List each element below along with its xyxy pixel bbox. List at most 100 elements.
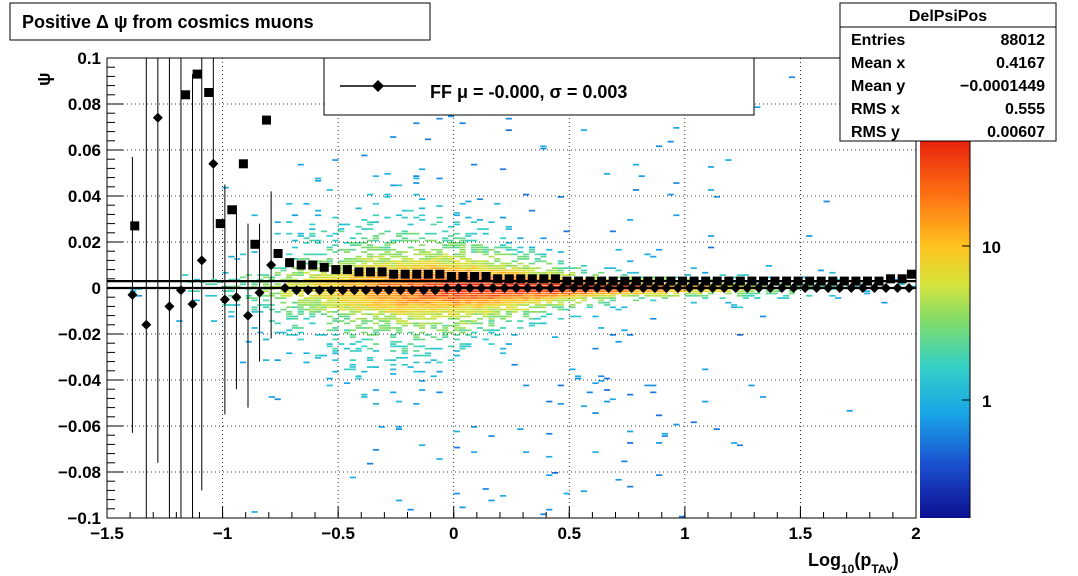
heatmap-cell: [465, 200, 472, 203]
heatmap-cell: [459, 506, 466, 509]
heatmap-cell: [499, 265, 507, 267]
heatmap-cell: [447, 359, 455, 362]
heatmap-cell: [401, 301, 408, 304]
heatmap-cell: [586, 285, 593, 288]
heatmap-cell: [453, 338, 460, 341]
heatmap-cell: [465, 299, 472, 302]
heatmap-cell: [430, 304, 437, 306]
heatmap-cell: [453, 315, 460, 318]
heatmap-cell: [453, 244, 460, 247]
heatmap-cell: [442, 294, 449, 297]
heatmap-cell: [482, 283, 489, 286]
heatmap-cell: [361, 283, 368, 286]
heatmap-cell: [488, 294, 495, 297]
heatmap-cell: [407, 267, 414, 270]
heatmap-cell: [303, 258, 310, 260]
heatmap-cell: [575, 377, 582, 380]
heatmap-cell: [367, 304, 374, 306]
heatmap-cell: [297, 308, 304, 311]
heatmap-cell: [355, 244, 362, 247]
heatmap-cell: [471, 301, 478, 304]
heatmap-cell: [343, 299, 351, 302]
heatmap-cell: [407, 311, 414, 313]
heatmap-cell: [482, 269, 489, 272]
heatmap-cell: [274, 331, 281, 334]
square-marker: [319, 262, 329, 272]
heatmap-cell: [390, 255, 397, 258]
heatmap-cell: [632, 163, 640, 166]
heatmap-cell: [378, 308, 385, 311]
heatmap-cell: [546, 400, 553, 403]
heatmap-cell: [465, 313, 472, 316]
heatmap-cell: [407, 265, 414, 267]
heatmap-cell: [494, 329, 501, 332]
diamond-marker: [196, 255, 207, 266]
heatmap-cell: [332, 329, 339, 332]
heatmap-cell: [453, 294, 460, 297]
heatmap-cell: [384, 262, 391, 265]
heatmap-cell: [551, 336, 559, 339]
heatmap-cell: [413, 345, 420, 348]
heatmap-cell: [459, 246, 466, 249]
heatmap-cell: [615, 292, 622, 295]
heatmap-cell: [436, 301, 443, 304]
heatmap-cell: [655, 474, 663, 477]
heatmap-cell: [384, 274, 391, 276]
heatmap-cell: [303, 202, 310, 205]
heatmap-cell: [413, 304, 420, 306]
heatmap-cell: [309, 269, 316, 272]
heatmap-cell: [511, 306, 518, 309]
heatmap-cell: [413, 265, 420, 267]
heatmap-cell: [395, 297, 403, 299]
heatmap-cell: [603, 267, 611, 270]
heatmap-cell: [361, 297, 368, 299]
heatmap-cell: [442, 269, 449, 272]
heatmap-cell: [442, 315, 449, 318]
heatmap-cell: [488, 297, 495, 299]
heatmap-cell: [355, 324, 362, 327]
heatmap-cell: [326, 246, 333, 249]
heatmap-cell: [303, 237, 310, 240]
heatmap-cell: [511, 271, 518, 274]
heatmap-cell: [846, 409, 853, 412]
heatmap-cell: [644, 253, 651, 256]
heatmap-cell: [419, 253, 426, 256]
heatmap-cell: [419, 322, 426, 325]
y-tick-label: −0.08: [58, 463, 101, 482]
heatmap-cell: [343, 368, 351, 371]
heatmap-cell: [499, 276, 507, 279]
heatmap-cell: [465, 269, 472, 272]
heatmap-cell: [384, 230, 391, 233]
heatmap-cell: [436, 177, 443, 180]
heatmap-cell: [309, 311, 316, 313]
heatmap-cell: [395, 317, 403, 320]
heatmap-cell: [453, 350, 460, 352]
heatmap-cell: [413, 175, 420, 178]
heatmap-cell: [355, 340, 362, 343]
heatmap-cell: [592, 297, 599, 299]
heatmap-cell: [453, 278, 460, 281]
heatmap-cell: [638, 278, 645, 281]
heatmap-cell: [534, 267, 541, 270]
heatmap-cell: [511, 265, 518, 267]
heatmap-cell: [453, 292, 460, 295]
heatmap-cell: [459, 253, 466, 256]
heatmap-cell: [280, 267, 287, 270]
heatmap-cell: [424, 290, 431, 293]
heatmap-cell: [436, 338, 443, 341]
heatmap-cell: [557, 262, 564, 265]
heatmap-cell: [395, 311, 403, 313]
heatmap-cell: [419, 444, 426, 447]
heatmap-cell: [291, 274, 299, 276]
heatmap-cell: [505, 271, 512, 274]
diamond-marker: [372, 285, 383, 296]
heatmap-cell: [621, 294, 628, 297]
heatmap-cell: [592, 274, 599, 276]
heatmap-cell: [274, 283, 281, 286]
heatmap-cell: [702, 297, 709, 299]
heatmap-cell: [436, 283, 443, 286]
heatmap-cell: [540, 260, 547, 263]
heatmap-cell: [650, 299, 657, 302]
heatmap-cell: [384, 324, 391, 327]
heatmap-cell: [372, 175, 379, 178]
